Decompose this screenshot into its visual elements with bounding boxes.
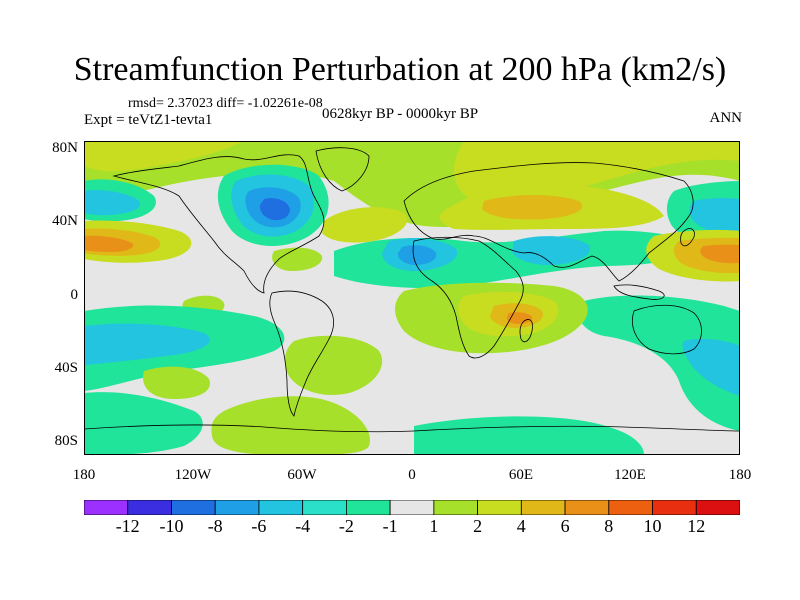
colorbar-tick-label: -12 bbox=[115, 516, 140, 536]
north-america-negative-max bbox=[259, 198, 290, 221]
colorbar-tick-label: 2 bbox=[473, 516, 483, 536]
colorbar-box bbox=[345, 500, 391, 515]
coast-japan bbox=[680, 228, 695, 247]
south-indian-negative-core bbox=[682, 338, 740, 396]
coast-indonesia bbox=[613, 284, 665, 300]
colorbar-box bbox=[652, 500, 697, 515]
colorbar-tick-label: 8 bbox=[604, 516, 614, 536]
colorbar-tick-label: 1 bbox=[429, 516, 439, 536]
antarctic-negative-band bbox=[84, 392, 203, 455]
lon-label-120e: 120E bbox=[614, 467, 646, 483]
map-title: Streamfunction Perturbation at 200 hPa (… bbox=[73, 51, 727, 88]
colorbar-box bbox=[608, 500, 653, 515]
rmsd-diff-text: rmsd= 2.37023 diff= -1.02261e-08 bbox=[128, 96, 323, 111]
asia-negative-core bbox=[512, 236, 590, 266]
coast-north-america bbox=[112, 154, 325, 294]
lon-label-180e: 180 bbox=[728, 467, 752, 483]
colorbar-box bbox=[302, 500, 347, 515]
season-label: ANN bbox=[709, 110, 743, 126]
colorbar-box bbox=[433, 500, 478, 515]
colorbar-tick-label: -1 bbox=[382, 516, 398, 536]
colorbar-tick-label: 10 bbox=[643, 516, 662, 536]
lat-label-80s: 80S bbox=[54, 433, 78, 449]
north-pacific-negative-west-core bbox=[84, 190, 140, 216]
colorbar-box bbox=[695, 500, 740, 515]
coast-south-america bbox=[269, 290, 334, 417]
period-label: 0628kyr BP - 0000kyr BP bbox=[322, 106, 479, 122]
colorbar-tick-label: 6 bbox=[560, 516, 570, 536]
coast-africa bbox=[412, 236, 524, 359]
coast-eurasia bbox=[403, 162, 694, 282]
colorbar bbox=[84, 500, 740, 515]
pacific-positive-east-max bbox=[700, 244, 740, 264]
lat-label-40n: 40N bbox=[52, 213, 78, 229]
atlantic-positive-ridge bbox=[322, 207, 408, 243]
lon-label-60w: 60W bbox=[287, 467, 317, 483]
pacific-positive-west-max bbox=[84, 235, 134, 252]
antarctic-positive bbox=[211, 396, 370, 455]
colorbar-tick-label: -8 bbox=[207, 516, 223, 536]
colorbar-box bbox=[564, 500, 610, 515]
lat-label-80n: 80N bbox=[52, 140, 78, 156]
africa-negative-max bbox=[397, 245, 437, 265]
colorbar-box bbox=[171, 500, 216, 515]
streamfunction-map bbox=[84, 141, 740, 455]
lon-label-180w: 180 bbox=[72, 467, 96, 483]
experiment-label: Expt = teVtZ1-tevta1 bbox=[84, 112, 213, 128]
colorbar-tick-label: -2 bbox=[338, 516, 354, 536]
south-america-positive bbox=[284, 335, 383, 396]
colorbar-box bbox=[477, 500, 522, 515]
east-pacific-positive-blob bbox=[272, 247, 323, 271]
lon-label-60e: 60E bbox=[508, 467, 534, 483]
colorbar-box bbox=[389, 500, 435, 515]
north-pacific-negative-east-core bbox=[689, 198, 740, 236]
south-africa-positive-max bbox=[506, 312, 533, 324]
lon-label-120w: 120W bbox=[174, 467, 212, 483]
coast-madagascar bbox=[519, 319, 533, 343]
colorbar-box bbox=[84, 500, 129, 515]
lat-label-40s: 40S bbox=[54, 360, 78, 376]
coast-antarctica bbox=[84, 424, 740, 433]
eurasia-positive-core bbox=[482, 195, 583, 220]
colorbar-tick-label: -6 bbox=[251, 516, 267, 536]
south-pacific-positive-blob bbox=[143, 366, 210, 399]
lat-label-0: 0 bbox=[70, 287, 79, 303]
colorbar-box bbox=[258, 500, 304, 515]
colorbar-tick-label: 12 bbox=[687, 516, 706, 536]
south-pacific-negative-core bbox=[84, 323, 210, 365]
colorbar-box bbox=[127, 500, 172, 515]
colorbar-tick-label: -4 bbox=[295, 516, 311, 536]
coastlines bbox=[84, 147, 740, 433]
map-frame bbox=[84, 141, 740, 455]
coast-australia bbox=[632, 304, 702, 355]
lon-label-0: 0 bbox=[408, 467, 416, 483]
colorbar-box bbox=[214, 500, 260, 515]
colorbar-tick-label: -10 bbox=[159, 516, 184, 536]
colorbar-tick-label: 4 bbox=[516, 516, 526, 536]
coast-greenland bbox=[315, 147, 370, 192]
colorbar-box bbox=[520, 500, 566, 515]
south-indian-negative-band bbox=[578, 295, 740, 431]
